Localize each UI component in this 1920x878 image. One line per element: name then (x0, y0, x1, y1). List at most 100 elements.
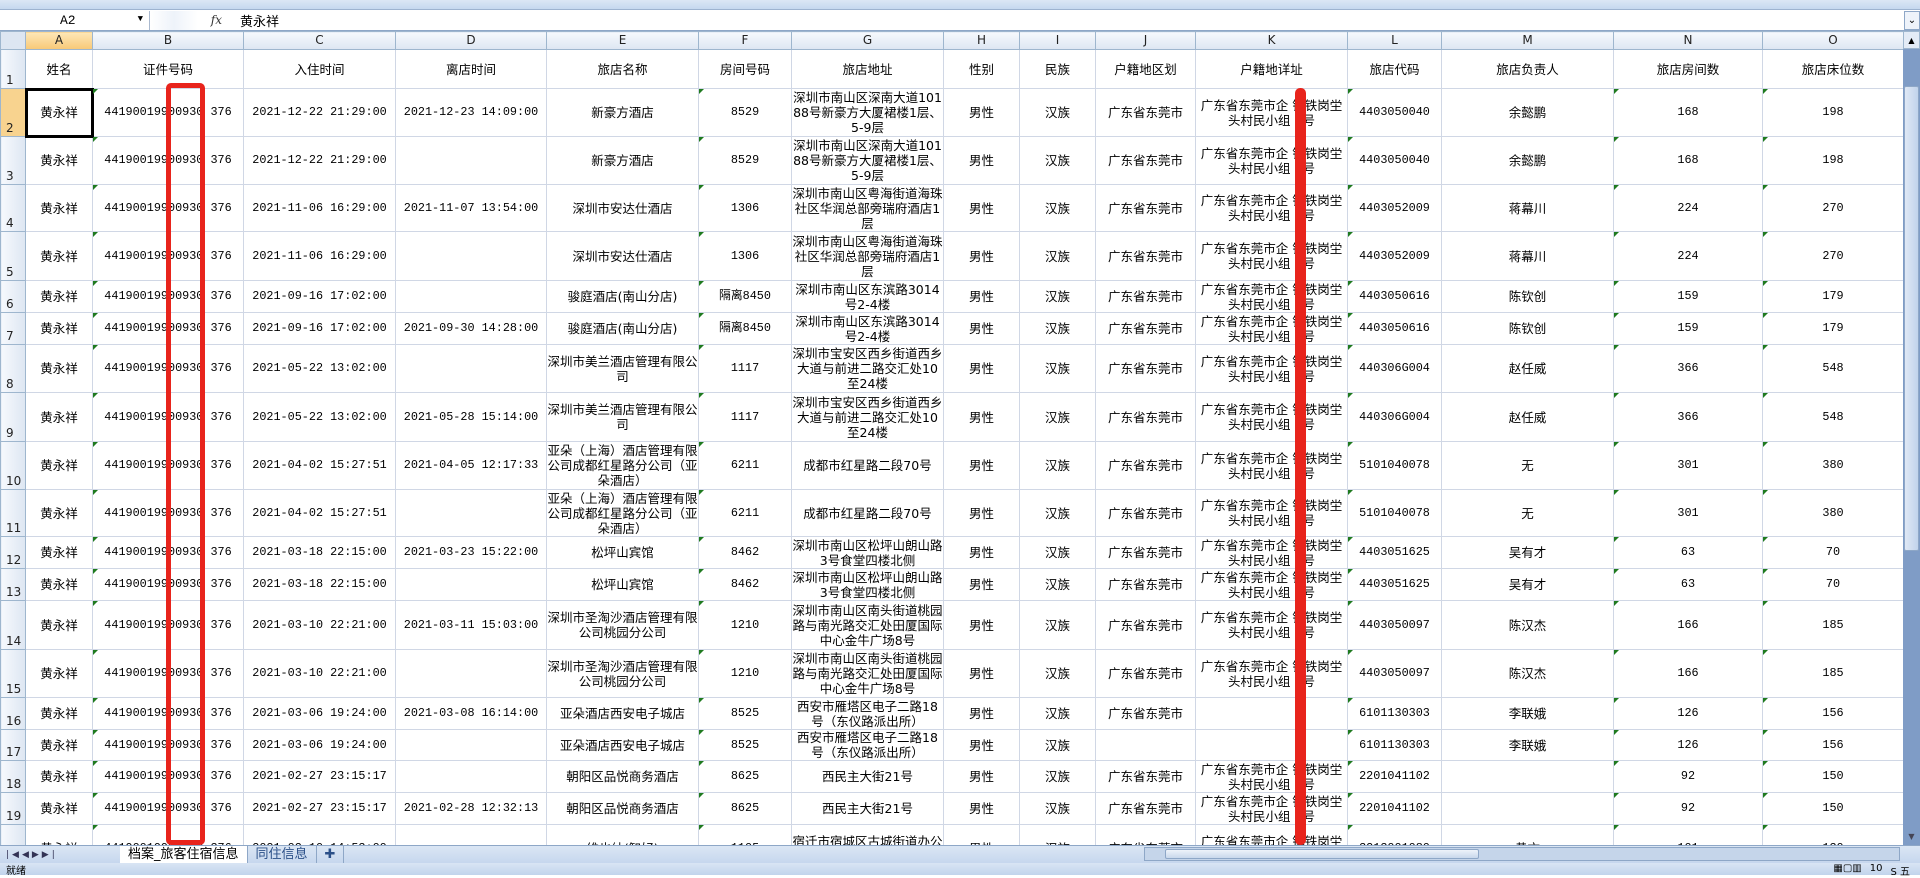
column-header-E[interactable]: E (546, 31, 699, 50)
cell-N[interactable]: 166 (1613, 649, 1763, 698)
cell-J[interactable]: 广东省东莞市 (1095, 312, 1196, 345)
cell-E[interactable]: 深圳市圣淘沙酒店管理有限公司桃园分公司 (546, 649, 699, 698)
cell-D[interactable]: 2021-03-11 15:03:00 (395, 600, 547, 650)
column-header-M[interactable]: M (1441, 31, 1614, 50)
zoom-level[interactable]: 10 (1869, 863, 1883, 874)
cell-M[interactable]: 赵任威 (1441, 392, 1614, 442)
column-title-cell[interactable]: 旅店代码 (1347, 49, 1442, 89)
cell-E[interactable]: 新豪方酒店 (546, 88, 699, 137)
cell-E[interactable]: 维也纳(智好) (546, 824, 699, 845)
cell-K[interactable]: 广东省东莞市企 镇铁岗坣头村民小组 0号 (1195, 231, 1348, 281)
cell-M[interactable] (1441, 792, 1614, 825)
cell-H[interactable]: 男性 (943, 568, 1020, 601)
row-header[interactable]: 3 (0, 136, 26, 185)
cell-O[interactable]: 179 (1762, 280, 1903, 313)
cell-L[interactable]: 4403050040 (1347, 88, 1442, 137)
cell-E[interactable]: 深圳市美兰酒店管理有限公司 (546, 392, 699, 442)
cell-N[interactable]: 301 (1613, 441, 1763, 490)
cell-A[interactable]: 黄永祥 (25, 568, 93, 601)
cell-E[interactable]: 深圳市安达仕酒店 (546, 184, 699, 232)
cell-N[interactable]: 92 (1613, 760, 1763, 793)
row-header[interactable]: 13 (0, 568, 26, 601)
column-title-cell[interactable]: 房间号码 (698, 49, 792, 89)
cell-F[interactable]: 8625 (698, 760, 792, 793)
cell-I[interactable]: 汉族 (1019, 392, 1096, 442)
cell-G[interactable]: 深圳市南山区东滨路3014号2-4楼 (791, 312, 944, 345)
cell-G[interactable]: 深圳市南山区深南大道10188号新豪方大厦裙楼1层、5-9层 (791, 88, 944, 137)
vertical-scroll-thumb[interactable] (1904, 86, 1919, 551)
cell-A[interactable]: 黄永祥 (25, 536, 93, 569)
column-header-A[interactable]: A (25, 31, 93, 50)
cell-A[interactable]: 黄永祥 (25, 600, 93, 650)
cell-H[interactable]: 男性 (943, 88, 1020, 137)
horizontal-scrollbar[interactable] (1144, 847, 1900, 861)
scroll-down-icon[interactable]: ▼ (1908, 832, 1915, 841)
cell-N[interactable]: 224 (1613, 231, 1763, 281)
cell-N[interactable]: 159 (1613, 280, 1763, 313)
cell-F[interactable]: 6211 (698, 489, 792, 537)
cell-L[interactable]: 6101130303 (1347, 729, 1442, 761)
cell-M[interactable]: 黄文 (1441, 824, 1614, 845)
cell-I[interactable]: 汉族 (1019, 88, 1096, 137)
cell-G[interactable]: 深圳市南山区深南大道10188号新豪方大厦裙楼1层、5-9层 (791, 136, 944, 185)
cell-G[interactable]: 深圳市南山区南头街道桃园路与南光路交汇处田厦国际中心金牛广场8号 (791, 600, 944, 650)
cell-I[interactable]: 汉族 (1019, 184, 1096, 232)
cell-D[interactable] (395, 489, 547, 537)
column-title-cell[interactable]: 旅店床位数 (1762, 49, 1903, 89)
cell-C[interactable]: 2021-04-02 15:27:51 (243, 441, 396, 490)
column-title-cell[interactable]: 旅店负责人 (1441, 49, 1614, 89)
cell-J[interactable]: 广东省东莞市 (1095, 441, 1196, 490)
cell-M[interactable]: 吴有才 (1441, 568, 1614, 601)
cell-E[interactable]: 亚朵（上海）酒店管理有限公司成都红星路分公司（亚朵酒店） (546, 441, 699, 490)
cell-H[interactable]: 男性 (943, 489, 1020, 537)
cell-L[interactable]: 4403050040 (1347, 136, 1442, 185)
cell-G[interactable]: 深圳市南山区粤海街道海珠社区华润总部旁瑞府酒店1层 (791, 184, 944, 232)
cell-J[interactable]: 广东省东莞市 (1095, 88, 1196, 137)
cell-D[interactable]: 2021-03-08 16:14:00 (395, 697, 547, 730)
cell-M[interactable]: 无 (1441, 441, 1614, 490)
cell-K[interactable]: 广东省东莞市企 镇铁岗坣头村民小组 0号 (1195, 489, 1348, 537)
cell-C[interactable]: 2021-12-22 21:29:00 (243, 88, 396, 137)
cell-C[interactable]: 2021-12-22 21:29:00 (243, 136, 396, 185)
cell-L[interactable]: 5101040078 (1347, 441, 1442, 490)
cell-O[interactable]: 198 (1762, 88, 1903, 137)
cell-E[interactable]: 亚朵酒店西安电子城店 (546, 697, 699, 730)
cell-D[interactable] (395, 280, 547, 313)
cell-O[interactable]: 70 (1762, 536, 1903, 569)
cell-N[interactable]: 366 (1613, 392, 1763, 442)
cell-L[interactable]: 440306G004 (1347, 344, 1442, 393)
cell-K[interactable]: 广东省东莞市企 镇铁岗坣头村民小组 0号 (1195, 280, 1348, 313)
cell-C[interactable]: 2021-09-16 17:02:00 (243, 280, 396, 313)
cell-A[interactable]: 黄永祥 (25, 231, 93, 281)
cell-J[interactable]: 广东省东莞市 (1095, 536, 1196, 569)
row-header[interactable]: 19 (0, 792, 26, 825)
cell-D[interactable] (395, 136, 547, 185)
column-title-cell[interactable]: 证件号码 (92, 49, 244, 89)
cell-J[interactable]: 广东省东莞市 (1095, 344, 1196, 393)
column-header-F[interactable]: F (698, 31, 792, 50)
cell-I[interactable]: 汉族 (1019, 136, 1096, 185)
cell-N[interactable]: 224 (1613, 184, 1763, 232)
column-header-H[interactable]: H (943, 31, 1020, 50)
cell-M[interactable]: 蒋幕川 (1441, 231, 1614, 281)
cell-A[interactable]: 黄永祥 (25, 280, 93, 313)
cell-A[interactable]: 黄永祥 (24, 87, 94, 138)
cell-E[interactable]: 朝阳区品悦商务酒店 (546, 792, 699, 825)
cell-N[interactable]: 166 (1613, 600, 1763, 650)
cell-A[interactable]: 黄永祥 (25, 729, 93, 761)
cell-E[interactable]: 松坪山宾馆 (546, 568, 699, 601)
cell-G[interactable]: 成都市红星路二段70号 (791, 441, 944, 490)
cell-M[interactable]: 无 (1441, 489, 1614, 537)
cell-F[interactable]: 8529 (698, 136, 792, 185)
cell-O[interactable]: 270 (1762, 184, 1903, 232)
column-title-cell[interactable]: 旅店地址 (791, 49, 944, 89)
cell-O[interactable]: 548 (1762, 344, 1903, 393)
cell-F[interactable]: 8525 (698, 697, 792, 730)
sheet-tab-guest-lodging[interactable]: 档案_旅客住宿信息 (120, 846, 248, 863)
column-title-cell[interactable]: 离店时间 (395, 49, 547, 89)
cell-I[interactable]: 汉族 (1019, 760, 1096, 793)
cell-A[interactable]: 黄永祥 (25, 792, 93, 825)
cell-G[interactable]: 宿迁市宿城区古城街道办公大楼（地上北一层，地 (791, 824, 944, 845)
cell-C[interactable]: 2021-03-06 19:24:00 (243, 729, 396, 761)
cell-H[interactable]: 男性 (943, 392, 1020, 442)
